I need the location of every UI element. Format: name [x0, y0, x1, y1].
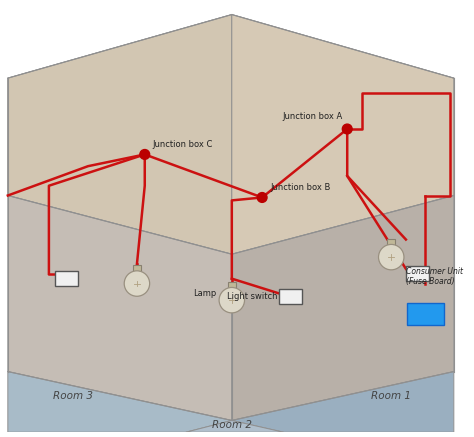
Bar	[133, 265, 141, 272]
Circle shape	[379, 244, 404, 270]
Polygon shape	[232, 371, 454, 432]
Polygon shape	[8, 195, 232, 420]
Polygon shape	[8, 14, 232, 254]
Text: Room 1: Room 1	[371, 391, 411, 401]
Circle shape	[257, 193, 267, 202]
FancyBboxPatch shape	[279, 289, 302, 304]
Polygon shape	[232, 195, 454, 420]
FancyBboxPatch shape	[406, 267, 429, 281]
Text: Junction box C: Junction box C	[153, 139, 213, 149]
Polygon shape	[232, 14, 454, 254]
Bar	[228, 281, 236, 288]
Circle shape	[140, 149, 150, 160]
Circle shape	[342, 124, 352, 134]
Text: Lamp: Lamp	[193, 289, 216, 298]
FancyBboxPatch shape	[55, 271, 78, 286]
Polygon shape	[8, 371, 232, 432]
Bar	[387, 239, 395, 246]
Polygon shape	[8, 14, 454, 254]
Circle shape	[124, 271, 150, 296]
Text: Junction box A: Junction box A	[282, 112, 342, 121]
FancyBboxPatch shape	[407, 302, 444, 325]
Text: Room 3: Room 3	[54, 391, 93, 401]
Text: Consumer Unit
(Fuse Board): Consumer Unit (Fuse Board)	[406, 267, 463, 287]
Text: Junction box B: Junction box B	[270, 183, 330, 191]
Circle shape	[219, 288, 245, 313]
Text: Light switch: Light switch	[227, 292, 278, 301]
Text: Room 2: Room 2	[212, 420, 252, 430]
Polygon shape	[186, 420, 283, 432]
